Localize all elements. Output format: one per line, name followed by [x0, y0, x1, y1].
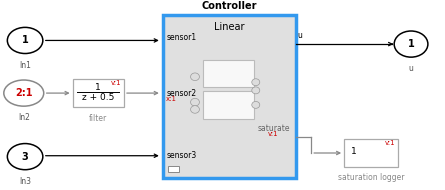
- Text: In2: In2: [18, 113, 30, 122]
- Ellipse shape: [252, 87, 260, 94]
- FancyBboxPatch shape: [73, 79, 124, 107]
- Text: u: u: [297, 32, 302, 40]
- Text: saturate: saturate: [257, 124, 290, 133]
- Text: v:1: v:1: [385, 140, 396, 146]
- Text: v:1: v:1: [268, 131, 279, 137]
- Ellipse shape: [394, 31, 428, 57]
- Text: sensor3: sensor3: [166, 151, 196, 160]
- FancyBboxPatch shape: [202, 60, 254, 87]
- FancyBboxPatch shape: [202, 91, 254, 119]
- Text: u: u: [409, 64, 413, 73]
- Text: 1: 1: [408, 39, 414, 49]
- Text: filter: filter: [89, 113, 107, 123]
- FancyBboxPatch shape: [162, 15, 295, 178]
- Text: 3: 3: [22, 152, 28, 162]
- Text: saturation logger: saturation logger: [338, 173, 405, 182]
- Text: sensor1: sensor1: [166, 33, 196, 42]
- Ellipse shape: [252, 101, 260, 108]
- Text: Controller: Controller: [202, 1, 257, 11]
- Text: Linear: Linear: [214, 22, 244, 32]
- Text: 1: 1: [22, 36, 28, 45]
- Text: 2:1: 2:1: [15, 88, 32, 98]
- Ellipse shape: [190, 106, 199, 113]
- Text: v:1: v:1: [111, 80, 121, 86]
- Text: In3: In3: [19, 177, 31, 186]
- Ellipse shape: [4, 80, 44, 106]
- Ellipse shape: [8, 27, 43, 54]
- Text: 1: 1: [351, 147, 357, 156]
- FancyBboxPatch shape: [168, 166, 179, 172]
- Ellipse shape: [8, 144, 43, 170]
- Text: In1: In1: [19, 61, 31, 70]
- Text: 1: 1: [95, 83, 101, 92]
- FancyBboxPatch shape: [344, 139, 398, 167]
- Ellipse shape: [190, 98, 199, 106]
- Ellipse shape: [190, 73, 199, 81]
- Text: sensor2: sensor2: [166, 89, 196, 98]
- Text: x:1: x:1: [166, 97, 177, 102]
- Ellipse shape: [252, 79, 260, 86]
- Text: z + 0.5: z + 0.5: [82, 93, 114, 102]
